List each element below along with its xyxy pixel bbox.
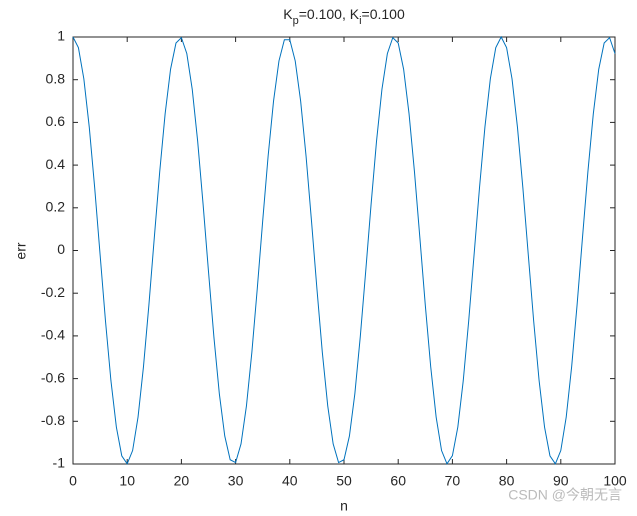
y-tick-label: 0.6 bbox=[46, 113, 66, 129]
watermark: CSDN @今朝无言 bbox=[508, 487, 622, 503]
x-tick-label: 0 bbox=[69, 473, 77, 489]
x-tick-label: 80 bbox=[499, 473, 515, 489]
y-tick-label: 0 bbox=[57, 241, 65, 257]
x-tick-label: 90 bbox=[553, 473, 569, 489]
y-tick-label: -0.6 bbox=[41, 369, 65, 385]
x-tick-label: 20 bbox=[174, 473, 190, 489]
title-part: =0.100, K bbox=[299, 6, 360, 22]
x-axis-label: n bbox=[340, 498, 348, 514]
x-tick-label: 100 bbox=[603, 473, 627, 489]
x-tick-label: 70 bbox=[445, 473, 461, 489]
x-tick-label: 40 bbox=[282, 473, 298, 489]
y-tick-label: 1 bbox=[57, 28, 65, 44]
title-part: i bbox=[359, 15, 361, 27]
title-part: =0.100 bbox=[362, 6, 405, 22]
title-part: K bbox=[283, 6, 293, 22]
y-tick-label: 0.4 bbox=[46, 156, 66, 172]
data-line bbox=[72, 35, 616, 465]
x-tick-label: 50 bbox=[336, 473, 352, 489]
title-part: p bbox=[293, 15, 299, 27]
x-tick-label: 30 bbox=[228, 473, 244, 489]
y-tick-label: -1 bbox=[53, 455, 66, 471]
x-tick-label: 10 bbox=[119, 473, 135, 489]
y-tick-label: -0.8 bbox=[41, 412, 65, 428]
x-tick-label: 60 bbox=[390, 473, 406, 489]
y-tick-label: -0.2 bbox=[41, 284, 65, 300]
chart-title: Kp=0.100, Ki=0.100 bbox=[283, 6, 405, 27]
y-tick-label: 0.2 bbox=[46, 199, 66, 215]
y-axis-label: err bbox=[13, 242, 29, 259]
y-tick-label: -0.4 bbox=[41, 327, 65, 343]
y-tick-label: 0.8 bbox=[46, 70, 66, 86]
